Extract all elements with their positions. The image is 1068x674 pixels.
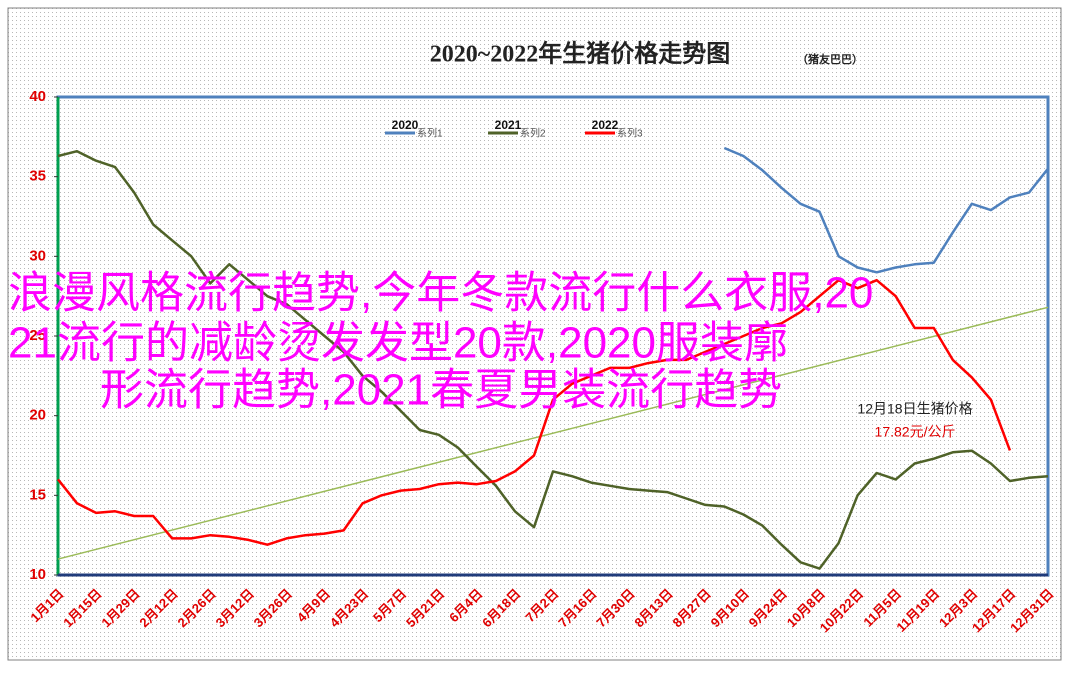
- chart-title: 2020~2022年生猪价格走势图: [430, 40, 730, 68]
- y-tick-label: 10: [29, 566, 46, 583]
- y-tick-label: 40: [29, 88, 46, 105]
- legend-label: 2021: [495, 118, 522, 132]
- y-tick-label: 35: [29, 168, 46, 185]
- y-tick-label: 25: [29, 327, 46, 344]
- y-tick-label: 30: [29, 247, 46, 264]
- legend-entry: 系列3: [617, 127, 643, 140]
- chart-subtitle: （猪友巴巴）: [797, 52, 863, 66]
- overlay-text: 浪漫风格流行趋势,今年冬款流行什么衣服,20: [8, 269, 873, 318]
- overlay-text: 21流行的减龄烫发发型20款,2020服装廓: [8, 319, 788, 368]
- legend-label: 2022: [592, 118, 619, 132]
- legend-entry: 系列1: [417, 127, 443, 140]
- annotation-title: 12月18日生猪价格: [857, 401, 972, 417]
- overlay: 浪漫风格流行趋势,今年冬款流行什么衣服,20 21流行的减龄烫发发型20款,20…: [8, 269, 873, 415]
- series-line: [57, 278, 1012, 546]
- legend-entry: 系列2: [520, 127, 546, 140]
- overlay-text: 形流行趋势,2021春夏男装流行趋势: [100, 366, 782, 415]
- annotation-text: 17.82元/公斤: [875, 424, 956, 440]
- trendline: [57, 306, 1049, 560]
- series-line: [723, 146, 1049, 274]
- series-line: [57, 149, 1049, 570]
- y-tick-label: 15: [29, 486, 46, 503]
- y-tick-label: 20: [29, 407, 46, 424]
- legend-label: 2020: [392, 118, 419, 132]
- chart-area: [7, 7, 1062, 661]
